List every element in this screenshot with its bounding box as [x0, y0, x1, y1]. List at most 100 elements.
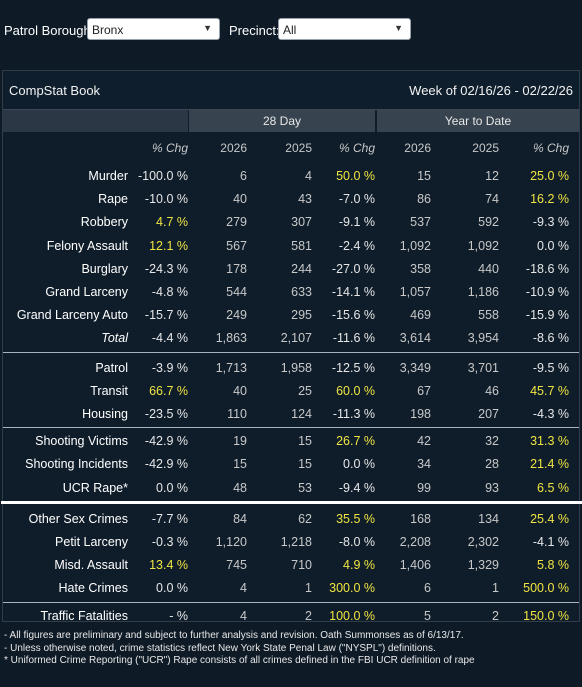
- cell-wk: 0.0 %: [156, 581, 188, 596]
- cell-y26: 42: [417, 434, 431, 449]
- cell-wk: -24.3 %: [144, 261, 188, 276]
- row-label: Grand Larceny: [45, 285, 128, 299]
- cell-d25: 2,107: [280, 331, 312, 346]
- cell-dch: 50.0 %: [336, 169, 375, 183]
- column-group-header: 28 Day Year to Date: [3, 110, 579, 132]
- cell-d25: 581: [291, 238, 312, 253]
- table-row: Grand Larceny Auto -15.7 % 249 295 -15.6 % 46…: [3, 304, 579, 327]
- cell-dch: 35.5 %: [336, 511, 375, 526]
- row-label: Rape: [98, 192, 128, 207]
- cell-y25: 1,186: [467, 285, 499, 299]
- borough-select[interactable]: Bronx ▼: [87, 18, 220, 40]
- cell-d26: 4: [240, 581, 247, 596]
- cell-wk: -42.9 %: [144, 434, 188, 449]
- table-row: Robbery 4.7 % 279 307 -9.1 % 537 592 -9.3 %: [3, 211, 579, 234]
- cell-y25: 440: [478, 261, 499, 276]
- cell-y26: 1,092: [399, 238, 431, 253]
- column-header-row: % Chg 2026 2025 % Chg 2026 2025 % Chg: [3, 137, 579, 160]
- cell-d26: 40: [233, 192, 247, 207]
- row-label: Hate Crimes: [58, 581, 128, 596]
- cell-ych: -9.5 %: [532, 360, 569, 375]
- cell-ych: 5.8 %: [537, 558, 569, 573]
- cell-d25: 633: [291, 285, 312, 299]
- cell-y26: 1,057: [399, 285, 431, 299]
- row-label: Shooting Victims: [35, 434, 128, 449]
- cell-dch: -11.6 %: [332, 331, 375, 346]
- borough-select-value: Bronx: [92, 23, 124, 37]
- cell-y26: 198: [410, 407, 431, 421]
- table-row: Shooting Incidents -42.9 % 15 15 0.0 % 34 28 21…: [3, 453, 579, 476]
- borough-label: Patrol Borough:: [4, 23, 95, 38]
- column-header: 2026: [404, 141, 431, 155]
- column-header: % Chg: [151, 141, 188, 155]
- cell-d26: 178: [226, 261, 247, 276]
- row-label: Robbery: [80, 215, 128, 230]
- cell-dch: -27.0 %: [331, 261, 375, 276]
- cell-d25: 4: [305, 169, 312, 183]
- compstat-panel: CompStat Book Week of 02/16/26 - 02/22/2…: [1, 70, 582, 623]
- cell-d25: 1: [305, 581, 312, 596]
- cell-dch: -9.1 %: [338, 215, 375, 230]
- cell-wk: -42.9 %: [144, 457, 188, 472]
- cell-d25: 62: [298, 511, 312, 526]
- table-row: UCR Rape* 0.0 % 48 53 -9.4 % 99 93 6.5 %: [3, 477, 579, 500]
- cell-dch: 300.0 %: [329, 581, 375, 596]
- cell-dch: 0.0 %: [343, 457, 375, 472]
- cell-y25: 1,329: [467, 558, 499, 573]
- precinct-select[interactable]: All ▼: [278, 18, 411, 40]
- cell-ych: -8.6 %: [532, 331, 569, 346]
- cell-d25: 15: [298, 434, 312, 449]
- cell-y25: 28: [485, 457, 499, 472]
- cell-ych: -18.6 %: [525, 261, 569, 276]
- cell-y25: 2: [492, 608, 499, 623]
- cell-ych: 150.0 %: [523, 608, 569, 623]
- cell-y26: 15: [417, 169, 431, 183]
- cell-dch: 26.7 %: [336, 434, 375, 449]
- row-label: Transit: [90, 383, 128, 398]
- row-label: Other Sex Crimes: [28, 511, 128, 526]
- row-label: Patrol: [95, 360, 128, 375]
- cell-y26: 537: [410, 215, 431, 230]
- row-label: Misd. Assault: [54, 558, 128, 573]
- row-label: Traffic Fatalities: [40, 608, 128, 623]
- filter-bar: Patrol Borough: Bronx ▼ Precinct: All ▼: [0, 0, 582, 62]
- group-year-to-date: Year to Date: [377, 110, 579, 132]
- table-row: Other Sex Crimes -7.7 % 84 62 35.5 % 168 134 25…: [3, 508, 579, 531]
- cell-dch: 60.0 %: [336, 383, 375, 398]
- cell-dch: 4.9 %: [343, 558, 375, 573]
- cell-d25: 25: [298, 383, 312, 398]
- cell-wk: 12.1 %: [149, 238, 188, 253]
- cell-ych: 25.4 %: [530, 511, 569, 526]
- cell-y26: 358: [410, 261, 431, 276]
- row-label: Burglary: [81, 261, 128, 276]
- cell-y26: 469: [410, 308, 431, 323]
- cell-ych: 25.0 %: [530, 169, 569, 183]
- cell-d26: 745: [226, 558, 247, 573]
- table-row: Misd. Assault 13.4 % 745 710 4.9 % 1,406 1,329…: [3, 554, 579, 577]
- cell-dch: -2.4 %: [338, 238, 375, 253]
- cell-d26: 48: [233, 480, 247, 495]
- group-28-day: 28 Day: [189, 110, 375, 132]
- cell-d25: 244: [291, 261, 312, 276]
- cell-ych: 45.7 %: [530, 383, 569, 398]
- column-header: 2026: [220, 141, 247, 155]
- cell-y25: 46: [485, 383, 499, 398]
- cell-y25: 2,302: [467, 535, 499, 549]
- row-label: Petit Larceny: [55, 535, 128, 549]
- row-label: Grand Larceny Auto: [16, 308, 128, 323]
- table-row: Murder -100.0 % 6 4 50.0 % 15 12 25.0 %: [3, 165, 579, 188]
- cell-wk: -100.0 %: [137, 169, 188, 183]
- cell-y26: 168: [410, 511, 431, 526]
- footnote: * Uniformed Crime Reporting ("UCR") Rape…: [4, 655, 475, 666]
- column-header: % Chg: [532, 141, 569, 155]
- cell-ych: -4.1 %: [532, 535, 569, 549]
- cell-d26: 249: [226, 308, 247, 323]
- table-row: Housing -23.5 % 110 124 -11.3 % 198 207 -4.3 %: [3, 403, 579, 426]
- column-header: 2025: [472, 141, 499, 155]
- cell-d26: 40: [233, 383, 247, 398]
- cell-wk: -10.0 %: [144, 192, 188, 207]
- cell-dch: -7.0 %: [338, 192, 375, 207]
- section-divider: [3, 601, 579, 603]
- cell-wk: 13.4 %: [149, 558, 188, 573]
- panel-title: CompStat Book: [9, 83, 101, 98]
